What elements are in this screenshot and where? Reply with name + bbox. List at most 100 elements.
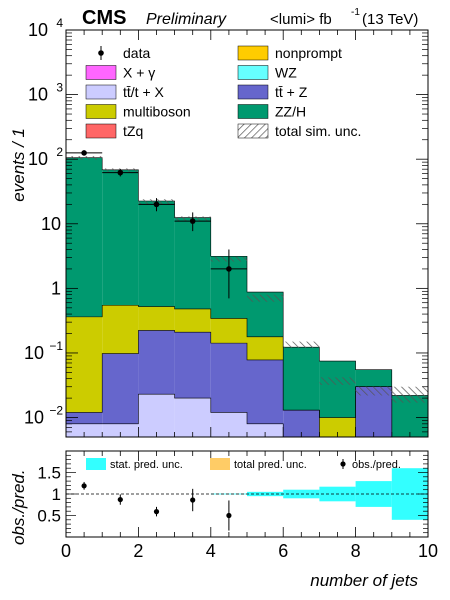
y-tick-label: 1 (51, 278, 61, 298)
data-point (117, 169, 124, 176)
ratio-y-tick-label: 1 (52, 485, 61, 504)
stack-bar-zzh (102, 169, 139, 306)
lumi-label: <lumi> fb (270, 11, 332, 28)
stack-bar-ttx (102, 423, 139, 437)
y-tick-label: 10 (28, 149, 48, 169)
legend-swatch-ttx (85, 84, 117, 100)
stack-bar-ttx (247, 423, 284, 437)
stack-bar-ttz (138, 330, 175, 395)
stack-bar-multiboson (247, 336, 284, 360)
stack-bar-multiboson (66, 316, 103, 413)
main-axis-ticks: 10 −2 10 −1 1 10 10 2 10 3 10 4 (24, 16, 429, 438)
stat-band-bin (247, 491, 284, 497)
legend-label: X + γ (123, 65, 155, 81)
ratio-x-tick-label: 2 (133, 541, 143, 561)
ratio-point (117, 496, 123, 503)
ratio-legend: stat. pred. unc. total pred. unc. obs./pre… (86, 458, 401, 471)
ratio-plot: 0 2 4 6 8 10 0.5 1 1.5 stat. pred. unc. total pre… (9, 450, 438, 590)
x-axis-label: number of jets (310, 571, 418, 590)
legend-label: multiboson (123, 104, 191, 120)
ratio-legend-marker (340, 461, 346, 467)
ratio-axis-ticks: 0 2 4 6 8 10 0.5 1 1.5 (37, 451, 438, 561)
cms-header: CMS Preliminary <lumi> fb -1 (13 TeV) (82, 7, 418, 29)
ratio-legend-label: obs./pred. (352, 459, 401, 471)
legend-label: ZZ/H (275, 104, 306, 120)
legend-swatch-tzq (85, 123, 117, 139)
data-point (153, 201, 160, 208)
lumi-exponent: -1 (351, 7, 360, 18)
legend-label: data (123, 45, 150, 61)
ratio-x-tick-label: 10 (418, 541, 438, 561)
legend-label: WZ (275, 65, 297, 81)
stack-bar-ttx (174, 398, 211, 437)
sim-unc-bin (66, 156, 103, 160)
y-tick-label: 10 (28, 85, 48, 105)
y-tick-label: 10 (24, 408, 44, 428)
sim-unc-bin (247, 294, 284, 302)
stack-bar-zzh (391, 395, 428, 437)
ratio-x-tick-label: 6 (278, 541, 288, 561)
sim-unc-bin (283, 341, 320, 348)
legend-label: tt̄/t + X (123, 84, 165, 100)
legend-label: tt̄ + Z (275, 84, 308, 100)
ratio-legend-label: stat. pred. unc. (110, 459, 183, 471)
stack-bar-multiboson (102, 305, 139, 354)
stack-bar-multiboson (319, 417, 356, 437)
ratio-point (153, 509, 160, 515)
ratio-legend-swatch-stat_band (86, 458, 106, 470)
ratio-points (81, 481, 232, 531)
ratio-y-axis-label: obs./pred. (9, 469, 28, 545)
stack-bar-multiboson (174, 308, 211, 333)
y-tick-exponent: 2 (56, 145, 63, 159)
stack-bar-zzh (66, 157, 103, 317)
stack-bar-zzh (319, 361, 356, 418)
stack-bar-ttz (174, 332, 211, 399)
sim-unc-bin (319, 377, 356, 385)
data-points (66, 150, 247, 299)
legend-swatch-ttz (237, 84, 269, 100)
stack-bar-zzh (283, 347, 320, 411)
cms-label: CMS (82, 7, 126, 29)
stack-bar-ttx (138, 394, 175, 437)
ratio-legend-swatch-total_band (210, 458, 230, 470)
y-tick-label: 10 (41, 214, 61, 234)
stack-outline-ttx (66, 393, 320, 437)
stack-bar-zzh (138, 201, 175, 307)
y-tick-exponent: −1 (49, 339, 63, 353)
data-point (81, 150, 87, 156)
data-point (189, 218, 196, 224)
legend-swatch-zzh (237, 104, 269, 119)
energy-label: (13 TeV) (362, 11, 418, 28)
ratio-x-tick-label: 4 (206, 541, 216, 561)
legend-label: tZq (123, 123, 143, 139)
y-tick-exponent: 4 (56, 16, 63, 30)
main-plot: 10 −2 10 −1 1 10 10 2 10 3 10 4 events / 1 (9, 16, 429, 438)
stack-bar-zzh (355, 369, 392, 387)
stack-bar-multiboson (138, 306, 175, 331)
data-point (226, 266, 232, 272)
stacked-histogram (66, 157, 428, 437)
stack-bar-ttz (102, 353, 139, 424)
stack-bar-zzh (174, 217, 211, 309)
y-tick-label: 10 (24, 343, 44, 363)
legend-swatch-nonprompt (237, 45, 269, 61)
ratio-legend-label: total pred. unc. (234, 459, 307, 471)
y-axis-label: events / 1 (9, 128, 28, 202)
legend-hatch-swatch (237, 123, 269, 139)
ratio-point (81, 483, 87, 489)
y-tick-exponent: 3 (56, 81, 63, 95)
sim-unc-bin (391, 386, 428, 403)
preliminary-label: Preliminary (146, 11, 227, 28)
ratio-x-tick-label: 8 (351, 541, 361, 561)
y-tick-label: 10 (28, 20, 48, 40)
stack-bar-ttx (66, 423, 103, 437)
stack-bar-ttz (247, 359, 284, 424)
stack-bar-ttz (66, 412, 103, 424)
legend-swatch-wz (237, 65, 269, 80)
sim-unc-bin (355, 386, 392, 396)
stack-outline-zzh (66, 157, 428, 396)
legend-swatch-x_gamma (85, 65, 117, 80)
legend-label: total sim. unc. (275, 123, 361, 139)
ratio-y-tick-label: 1.5 (37, 464, 61, 483)
